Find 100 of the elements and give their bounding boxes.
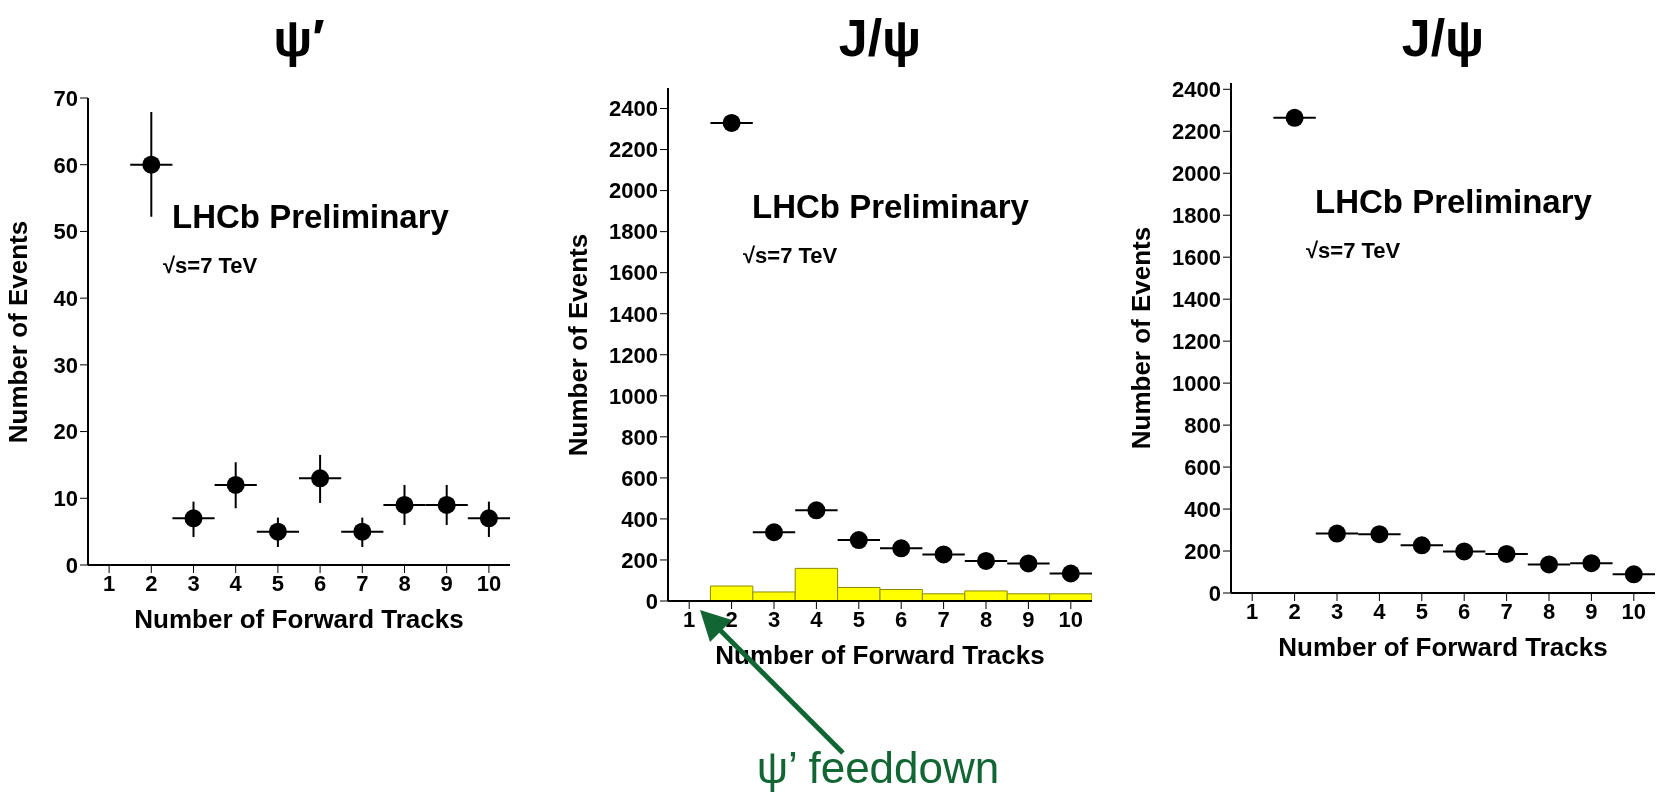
point <box>807 501 826 520</box>
point <box>142 155 161 174</box>
x-tick-label: 2 <box>145 570 158 596</box>
annotation: LHCb Preliminary <box>172 198 449 236</box>
x-tick-label: 3 <box>767 606 781 632</box>
point <box>849 531 868 550</box>
y-axis-title: Number of Events <box>2 219 34 445</box>
y-tick-label: 2400 <box>1172 77 1221 103</box>
point <box>437 495 456 514</box>
x-tick-label: 6 <box>313 570 327 596</box>
y-tick-label: 70 <box>53 85 78 111</box>
chart-title: ψ′ <box>272 8 326 68</box>
x-tick-label: 2 <box>1288 598 1301 624</box>
annotation: √s=7 TeV <box>163 253 258 279</box>
x-tick-label: 6 <box>1458 598 1471 624</box>
x-axis-title: Number of Forward Tracks <box>134 604 464 634</box>
y-tick-label: 50 <box>53 219 78 245</box>
x-tick-label: 10 <box>476 570 502 596</box>
y-tick-label: 1000 <box>609 383 658 409</box>
point <box>226 475 245 494</box>
x-tick-label: 7 <box>356 570 369 596</box>
y-tick-label: 30 <box>53 352 78 378</box>
y-tick-label: 2000 <box>609 178 658 204</box>
point <box>1582 554 1601 573</box>
point <box>311 469 330 488</box>
point <box>353 522 372 541</box>
x-tick-label: 5 <box>852 606 865 632</box>
point <box>1370 525 1389 544</box>
y-tick-label: 0 <box>1208 580 1221 606</box>
x-tick-label: 1 <box>102 570 116 596</box>
x-tick-label: 10 <box>1058 606 1084 632</box>
y-tick-label: 2200 <box>609 137 658 163</box>
x-tick-label: 2 <box>725 606 738 632</box>
y-tick-label: 1400 <box>1172 286 1221 312</box>
x-tick-label: 8 <box>979 606 993 632</box>
y-tick-label: 10 <box>53 486 78 512</box>
y-tick-label: 200 <box>1184 538 1221 564</box>
y-tick-label: 600 <box>621 465 658 491</box>
x-tick-label: 4 <box>1373 598 1387 624</box>
y-tick-label: 60 <box>53 152 78 178</box>
point <box>479 509 498 528</box>
y-tick-label: 400 <box>621 506 658 532</box>
chart-title: J/ψ <box>837 8 923 68</box>
y-tick-label: 1600 <box>1172 245 1221 271</box>
x-tick-label: 8 <box>1542 598 1556 624</box>
x-tick-label: 3 <box>187 570 200 596</box>
point <box>395 495 414 514</box>
y-tick-label: 1000 <box>1172 370 1221 396</box>
y-axis-title: Number of Events <box>1125 225 1157 452</box>
x-axis-title: Number of Forward Tracks <box>1278 632 1608 662</box>
y-tick-label: 1200 <box>1172 328 1221 354</box>
point <box>1624 565 1643 584</box>
x-tick-label: 10 <box>1621 598 1647 624</box>
y-tick-label: 2000 <box>1172 161 1221 187</box>
annotation: LHCb Preliminary <box>1315 183 1592 221</box>
x-tick-label: 8 <box>398 570 411 596</box>
point <box>1019 554 1038 573</box>
annotation: √s=7 TeV <box>1306 238 1401 264</box>
x-tick-label: 1 <box>683 606 696 632</box>
x-tick-label: 1 <box>1246 598 1259 624</box>
point <box>1285 108 1304 127</box>
x-tick-label: 4 <box>810 606 824 632</box>
point <box>1497 544 1516 563</box>
y-tick-label: 0 <box>65 552 78 578</box>
annotation: √s=7 TeV <box>743 243 838 269</box>
point <box>722 113 741 132</box>
point <box>765 523 783 542</box>
y-tick-label: 2200 <box>1172 119 1221 145</box>
y-tick-label: 1200 <box>609 342 658 368</box>
point <box>1412 536 1431 555</box>
y-tick-label: 1600 <box>609 260 658 286</box>
point <box>977 551 995 570</box>
x-tick-label: 5 <box>271 570 285 596</box>
point <box>1328 524 1346 543</box>
x-tick-label: 9 <box>1022 606 1035 632</box>
x-tick-label: 3 <box>1330 598 1344 624</box>
y-tick-label: 400 <box>1184 496 1221 522</box>
chart-title: J/ψ <box>1400 8 1486 68</box>
y-tick-label: 20 <box>53 419 78 445</box>
x-tick-label: 9 <box>1585 598 1598 624</box>
y-tick-label: 200 <box>621 547 658 573</box>
x-tick-label: 7 <box>1500 598 1513 624</box>
y-tick-label: 800 <box>621 424 658 450</box>
point <box>934 545 953 564</box>
y-tick-label: 2400 <box>609 96 658 122</box>
y-tick-label: 800 <box>1184 412 1221 438</box>
point <box>184 509 203 528</box>
y-tick-label: 1400 <box>609 301 658 327</box>
y-tick-label: 600 <box>1184 454 1221 480</box>
point <box>892 539 911 558</box>
point <box>268 522 287 541</box>
y-tick-label: 40 <box>53 285 78 311</box>
point <box>1455 542 1474 561</box>
point <box>1540 555 1558 574</box>
text: ψ’ feeddown <box>755 743 1001 793</box>
x-tick-label: 9 <box>440 570 453 596</box>
x-tick-label: 4 <box>229 570 243 596</box>
y-tick-label: 1800 <box>1172 203 1221 229</box>
y-axis-title: Number of Events <box>562 232 594 458</box>
x-tick-label: 6 <box>895 606 908 632</box>
